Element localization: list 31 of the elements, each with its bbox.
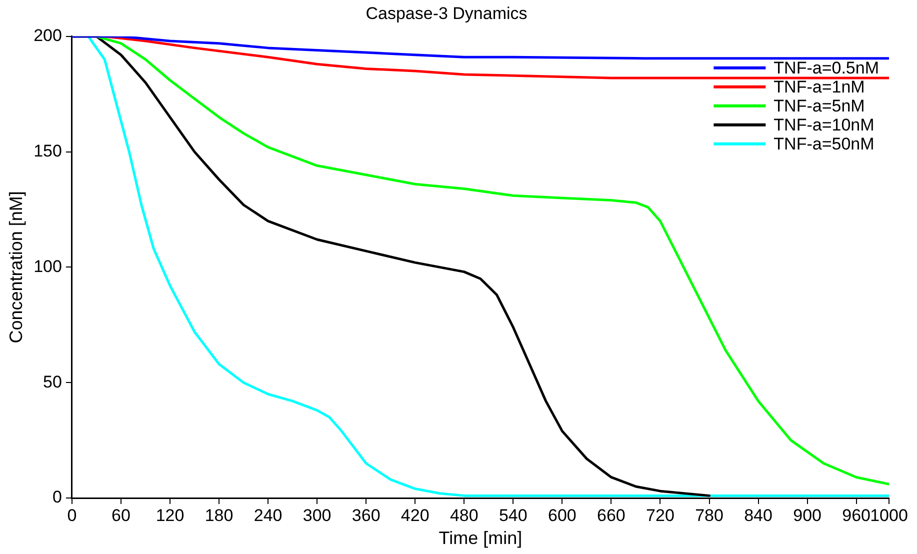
x-tick-label: 240 (254, 506, 282, 525)
x-tick-label: 720 (646, 506, 674, 525)
y-tick-label: 0 (52, 488, 62, 507)
y-tick-label: 150 (34, 141, 62, 160)
legend-label: TNF-a=10nM (774, 116, 874, 135)
x-tick-label: 120 (156, 506, 184, 525)
x-tick-label: 780 (695, 506, 724, 525)
x-tick-label: 660 (597, 506, 626, 525)
y-tick-label: 100 (34, 256, 62, 276)
x-axis-title: Time [min] (438, 528, 522, 548)
legend-label: TNF-a=1nM (774, 78, 865, 97)
y-axis-title: Concentration [nM] (6, 191, 26, 344)
x-tick-label: 540 (498, 506, 528, 525)
x-tick-label: 900 (793, 506, 822, 525)
x-tick-label: 60 (112, 506, 130, 525)
y-tick-label: 200 (34, 26, 62, 46)
legend-label: TNF-a=0.5nM (774, 58, 880, 78)
legend-label: TNF-a=50nM (774, 134, 874, 154)
x-tick-label: 360 (352, 506, 380, 525)
x-tick-label: 840 (744, 506, 772, 525)
x-tick-label: 1000 (870, 506, 908, 525)
x-tick-label: 180 (204, 506, 234, 525)
chart-title: Caspase-3 Dynamics (366, 4, 528, 23)
x-tick-label: 600 (548, 506, 576, 525)
legend-label: TNF-a=5nM (774, 96, 865, 116)
x-tick-label: 300 (302, 506, 332, 525)
x-tick-label: 420 (400, 506, 430, 525)
x-tick-label: 0 (67, 506, 77, 525)
x-tick-label: 960 (842, 506, 871, 525)
y-tick-label: 50 (43, 372, 62, 392)
x-tick-label: 480 (450, 506, 478, 525)
